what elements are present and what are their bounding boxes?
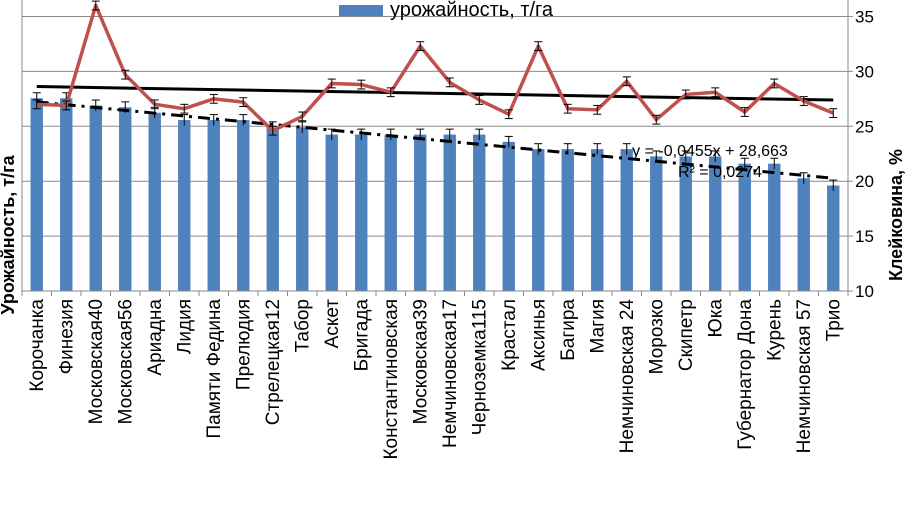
category-label: Немчиновская 24 bbox=[617, 299, 638, 454]
category-label: Немчиновская17 bbox=[440, 299, 461, 448]
category-label: Корочанка bbox=[27, 299, 48, 392]
category-label: Памяти Федина bbox=[204, 299, 225, 439]
line-trendline bbox=[36, 85, 834, 102]
category-label: Стрелецкая12 bbox=[263, 299, 284, 425]
category-label: Аскет bbox=[322, 299, 343, 349]
category-label: Багира bbox=[558, 299, 579, 361]
bar bbox=[384, 134, 397, 291]
category-labels: Корочанка Финезия Московская40 Московская56… bbox=[27, 299, 845, 460]
bar-trendline-path bbox=[36, 100, 834, 180]
bars bbox=[30, 92, 840, 292]
bar bbox=[30, 98, 43, 292]
category-label: Черноземка115 bbox=[469, 299, 490, 435]
bar bbox=[620, 149, 633, 291]
bar bbox=[443, 134, 456, 291]
category-label: Ариадна bbox=[145, 299, 166, 376]
category-label: Морозко bbox=[646, 299, 667, 374]
bar bbox=[89, 105, 102, 291]
bar bbox=[266, 127, 279, 291]
legend-swatch bbox=[339, 5, 383, 16]
right-tick-label: 20 bbox=[855, 172, 874, 191]
bar bbox=[650, 156, 663, 291]
bar bbox=[178, 120, 191, 291]
right-tick-label: 25 bbox=[855, 117, 874, 136]
category-label: Табор bbox=[292, 299, 313, 352]
right-tick-label: 15 bbox=[855, 227, 874, 246]
bar bbox=[148, 112, 161, 291]
category-label: Константиновская bbox=[381, 299, 402, 460]
bar bbox=[296, 127, 309, 291]
category-label: Финезия bbox=[56, 299, 77, 374]
category-label: Московская39 bbox=[410, 299, 431, 424]
category-label: Лидия bbox=[174, 299, 195, 354]
bar bbox=[473, 134, 486, 291]
category-label: Курень bbox=[764, 299, 785, 361]
bar bbox=[738, 163, 751, 291]
bar bbox=[207, 120, 220, 291]
line-trendline-path bbox=[36, 85, 834, 102]
right-tick-label: 35 bbox=[855, 7, 874, 26]
bar bbox=[797, 178, 810, 291]
category-label: Бригада bbox=[351, 299, 372, 372]
line-series bbox=[32, 0, 838, 136]
right-axis-title: Клейковина, % bbox=[886, 149, 905, 281]
bar-trendline bbox=[36, 100, 834, 180]
bar bbox=[119, 107, 132, 292]
bar bbox=[827, 185, 840, 291]
bar bbox=[60, 98, 73, 292]
gridlines bbox=[22, 15, 848, 237]
bar bbox=[355, 134, 368, 291]
trend-equation: y = -0,0455x + 28,663 bbox=[632, 143, 788, 160]
bar bbox=[679, 156, 692, 291]
category-label: Трио bbox=[823, 299, 844, 341]
gluten-line bbox=[36, 3, 834, 133]
bar bbox=[591, 149, 604, 291]
category-label: Аксинья bbox=[528, 299, 549, 371]
category-label: Московская40 bbox=[86, 299, 107, 424]
r-squared: R² = 0,0274 bbox=[678, 164, 762, 181]
category-label: Немчиновская 57 bbox=[794, 299, 815, 453]
category-label: Юка bbox=[705, 299, 726, 338]
legend-label: урожайность, т/га bbox=[390, 0, 554, 21]
right-tick-label: 30 bbox=[855, 62, 874, 81]
left-axis-title: Урожайность, т/га bbox=[0, 154, 18, 314]
category-label: Московская56 bbox=[115, 299, 136, 424]
bar bbox=[532, 149, 545, 291]
category-label: Губернатор Дона bbox=[735, 299, 756, 450]
axes: 10 15 20 25 30 35 bbox=[21, 0, 874, 301]
bar bbox=[709, 156, 722, 291]
bar bbox=[237, 120, 250, 291]
category-label: Магия bbox=[587, 299, 608, 353]
bar bbox=[325, 134, 338, 291]
bar bbox=[502, 141, 515, 291]
legend: урожайность, т/га bbox=[339, 0, 554, 21]
right-tick-label: 10 bbox=[855, 282, 874, 301]
category-label: Крастал bbox=[499, 299, 520, 371]
bar bbox=[768, 163, 781, 291]
category-label: Скипетр bbox=[676, 299, 697, 371]
category-label: Прелюдия bbox=[233, 299, 254, 390]
bar bbox=[414, 134, 427, 291]
bar bbox=[561, 149, 574, 291]
